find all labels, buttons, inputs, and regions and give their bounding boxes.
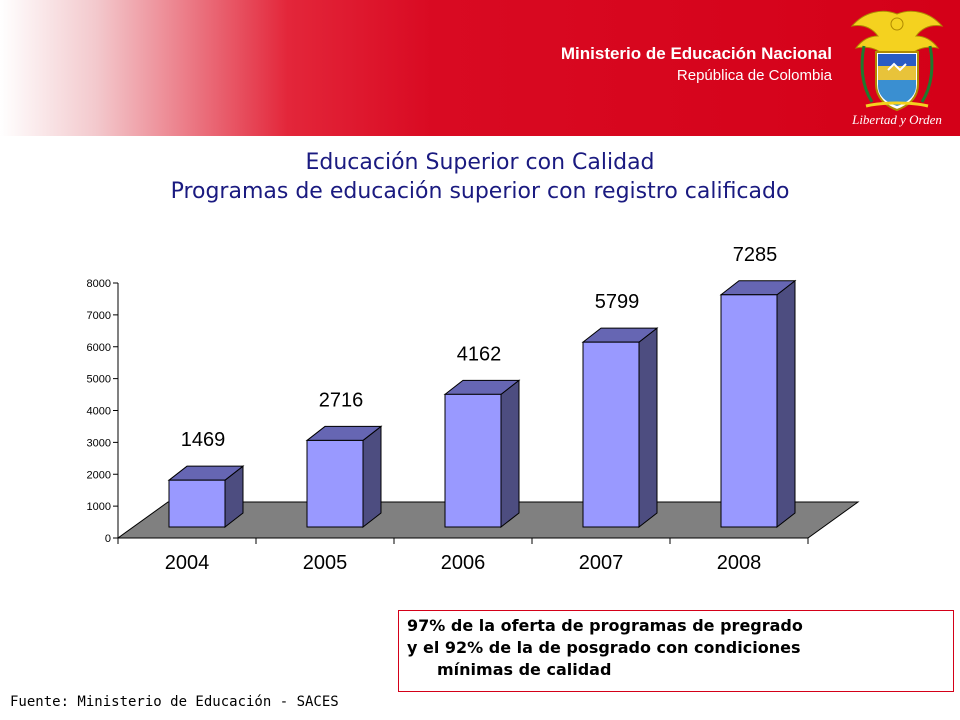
y-tick-label: 0 xyxy=(105,533,111,545)
quality-note-box: 97% de la oferta de programas de pregrad… xyxy=(398,610,954,692)
country-name: República de Colombia xyxy=(676,67,832,84)
bar xyxy=(720,294,778,528)
x-tick-label: 2005 xyxy=(303,552,348,574)
y-tick-label: 1000 xyxy=(87,501,111,513)
note-line-1: 97% de la oferta de programas de pregrad… xyxy=(407,616,803,635)
bar-side xyxy=(362,425,382,529)
crest-motto: Libertad y Orden xyxy=(851,112,942,127)
y-tick-label: 6000 xyxy=(87,342,111,354)
y-tick-label: 8000 xyxy=(87,278,111,290)
data-label: 7285 xyxy=(733,244,778,266)
data-label: 4162 xyxy=(457,343,502,365)
slide-title: Educación Superior con Calidad Programas… xyxy=(0,148,960,206)
title-line-2: Programas de educación superior con regi… xyxy=(170,179,790,204)
source-note: Fuente: Ministerio de Educación - SACES xyxy=(10,694,339,710)
y-tick-label: 3000 xyxy=(87,437,111,449)
bar xyxy=(168,479,226,528)
x-tick-label: 2006 xyxy=(441,552,486,574)
x-tick-label: 2007 xyxy=(579,552,624,574)
bar xyxy=(582,341,640,528)
y-tick-label: 7000 xyxy=(87,310,111,322)
x-tick-label: 2008 xyxy=(717,552,762,574)
bar-side xyxy=(500,379,520,529)
note-line-3: mínimas de calidad xyxy=(437,660,612,679)
y-tick-label: 5000 xyxy=(87,374,111,386)
data-label: 1469 xyxy=(181,429,226,451)
bar xyxy=(306,439,364,528)
data-label: 5799 xyxy=(595,291,640,313)
y-tick-label: 4000 xyxy=(87,406,111,418)
coat-of-arms-icon: Libertad y Orden xyxy=(850,10,944,127)
note-line-2: y el 92% de la de posgrado con condicion… xyxy=(407,638,801,657)
ministry-name: Ministerio de Educación Nacional xyxy=(560,44,832,63)
x-tick-label: 2004 xyxy=(165,552,210,574)
header-banner xyxy=(0,0,960,136)
data-label: 2716 xyxy=(319,389,364,411)
title-line-1: Educación Superior con Calidad xyxy=(305,150,655,175)
bar xyxy=(444,393,502,528)
bar-side xyxy=(776,279,796,529)
ministry-heading: Ministerio de Educación Nacional Repúbli… xyxy=(561,43,832,87)
y-tick-label: 2000 xyxy=(87,469,111,481)
bar-side xyxy=(638,327,658,529)
